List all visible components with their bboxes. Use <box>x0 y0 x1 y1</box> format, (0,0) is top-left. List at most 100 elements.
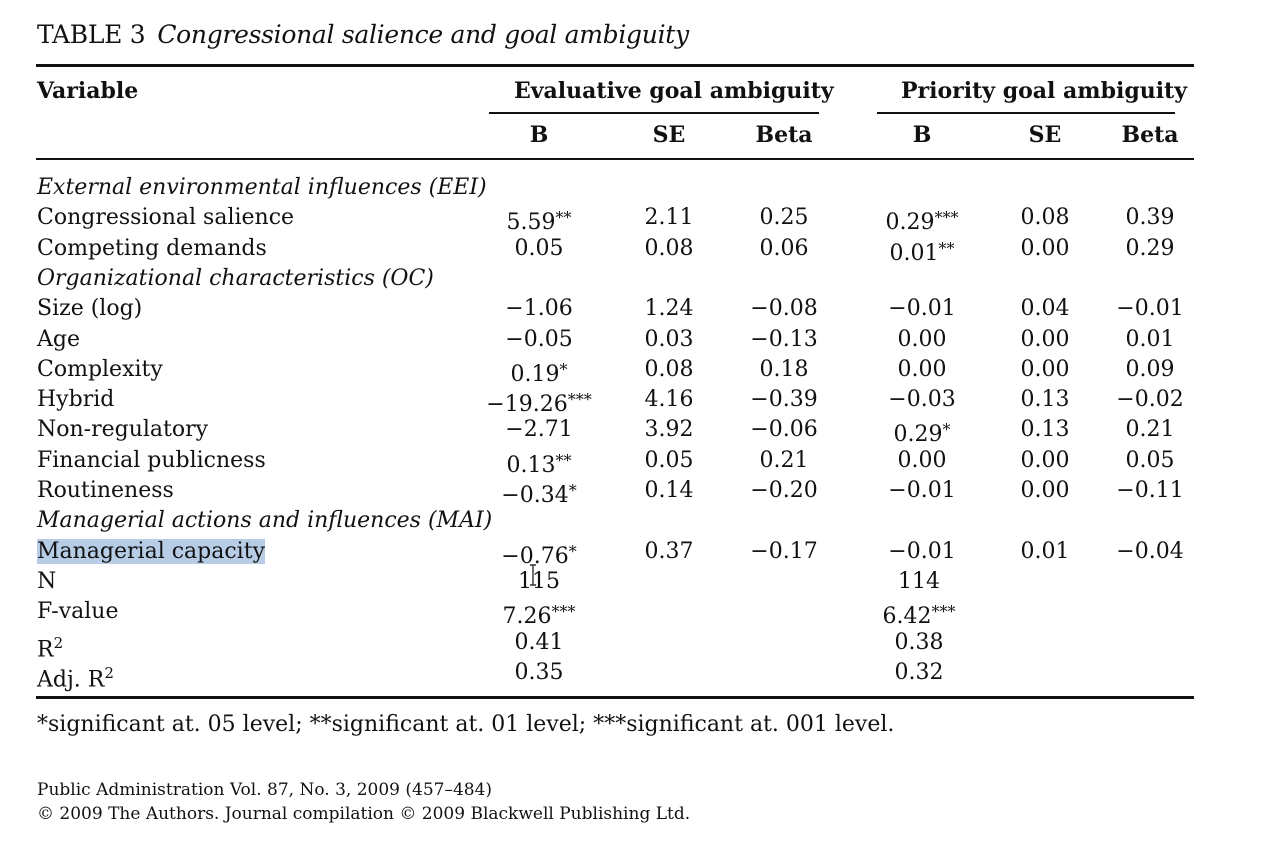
cell-se2: 0.13 <box>990 386 1100 414</box>
cell-se1: 0.05 <box>614 447 724 475</box>
cell-beta2-value: 0.29 <box>1125 236 1175 261</box>
cell-se1: 0.03 <box>614 326 724 354</box>
bottom-rule <box>36 696 1194 699</box>
cell-se1-value: 0.05 <box>644 448 694 473</box>
cell-b1: −0.76* <box>484 538 594 571</box>
cell-beta2: 0.29 <box>1095 235 1205 263</box>
significance-stars: ** <box>555 451 572 470</box>
row-label: Adj. R2 <box>37 659 114 694</box>
significance-stars: * <box>568 542 577 561</box>
row-label-text: Adj. R <box>37 667 105 693</box>
cell-se1-value: 3.92 <box>644 417 694 442</box>
cell-se1: 0.14 <box>614 477 724 505</box>
cell-b1: −0.05 <box>484 326 594 354</box>
cell-b2: 0.01** <box>867 235 977 268</box>
row-label: Hybrid <box>37 386 114 414</box>
cell-beta1: 0.06 <box>729 235 839 263</box>
cell-beta2-value: −0.01 <box>1116 296 1184 321</box>
cell-se2: 0.01 <box>990 538 1100 566</box>
cell-b1: 5.59** <box>484 204 594 237</box>
cell-b1: 0.05 <box>484 235 594 263</box>
cell-b2-value: −0.01 <box>888 539 956 564</box>
cell-se1: 3.92 <box>614 416 724 444</box>
col-header-se-eval: SE <box>652 122 686 148</box>
row-label: Non-regulatory <box>37 416 208 444</box>
cell-beta1: 0.25 <box>729 204 839 232</box>
cell-se1: 1.24 <box>614 295 724 323</box>
cell-beta1-value: −0.39 <box>750 387 818 412</box>
section-label: Managerial actions and influences (MAI) <box>37 507 492 535</box>
row-label-text: Size (log) <box>37 296 143 321</box>
stat-v1: 0.35 <box>484 659 594 687</box>
cell-b2: −0.03 <box>867 386 977 414</box>
cell-beta1-value: −0.20 <box>750 478 818 503</box>
cell-b1-value: −19.26 <box>486 392 568 417</box>
col-header-beta-prio: Beta <box>1121 122 1179 148</box>
stat-v1-value: 7.26 <box>502 604 552 629</box>
cell-beta1-value: −0.13 <box>750 327 818 352</box>
cell-b2-value: 0.01 <box>889 241 939 266</box>
cell-se2-value: 0.00 <box>1020 478 1070 503</box>
cell-b2-value: 0.00 <box>897 448 947 473</box>
cell-beta2-value: 0.21 <box>1125 417 1175 442</box>
cell-b1: 0.13** <box>484 447 594 480</box>
cell-beta2-value: 0.01 <box>1125 327 1175 352</box>
row-label-text: Organizational characteristics (OC) <box>37 266 434 291</box>
stat-v1: 7.26*** <box>484 598 594 631</box>
cell-beta2: −0.04 <box>1095 538 1205 566</box>
cell-b2: 0.29*** <box>867 204 977 237</box>
cell-beta1: 0.18 <box>729 356 839 384</box>
cell-beta1: −0.17 <box>729 538 839 566</box>
header-rule <box>36 158 1194 160</box>
cell-se2-value: 0.00 <box>1020 357 1070 382</box>
text-cursor-icon <box>530 564 536 586</box>
cell-beta2: −0.01 <box>1095 295 1205 323</box>
col-header-beta-eval: Beta <box>755 122 813 148</box>
row-label: Routineness <box>37 477 174 505</box>
cell-b2: 0.29* <box>867 416 977 449</box>
cell-se1-value: 0.14 <box>644 478 694 503</box>
row-label-text: N <box>37 569 57 594</box>
table-caption: TABLE 3 Congressional salience and goal a… <box>37 20 689 49</box>
cell-beta2: 0.09 <box>1095 356 1205 384</box>
cell-b2: −0.01 <box>867 538 977 566</box>
cell-b2: 0.00 <box>867 326 977 354</box>
cell-se2-value: 0.00 <box>1020 236 1070 261</box>
cell-beta1: 0.21 <box>729 447 839 475</box>
cell-b1-value: −2.71 <box>505 417 573 442</box>
superscript: 2 <box>104 664 114 682</box>
section-label: External environmental influences (EEI) <box>37 174 487 202</box>
row-label-text: Competing demands <box>37 236 267 261</box>
cell-se1: 0.08 <box>614 356 724 384</box>
cell-b1-value: −0.05 <box>505 327 573 352</box>
row-label-text: R <box>37 637 54 663</box>
cell-beta2-value: 0.09 <box>1125 357 1175 382</box>
cell-beta2-value: 0.05 <box>1125 448 1175 473</box>
cell-b1-value: 0.05 <box>514 236 564 261</box>
cell-se2-value: 0.04 <box>1020 296 1070 321</box>
row-label-text: Financial publicness <box>37 448 266 473</box>
cell-beta2: 0.39 <box>1095 204 1205 232</box>
cell-beta1: −0.06 <box>729 416 839 444</box>
row-label-text: Non-regulatory <box>37 417 209 442</box>
cell-beta1-value: 0.06 <box>759 236 809 261</box>
significance-stars: * <box>559 360 568 379</box>
stat-v2-value: 6.42 <box>882 604 932 629</box>
row-label: F-value <box>37 598 118 626</box>
copyright-line: © 2009 The Authors. Journal compilation … <box>37 804 691 824</box>
cell-beta1: −0.08 <box>729 295 839 323</box>
row-label: Size (log) <box>37 295 142 323</box>
row-label-text: Routineness <box>37 478 174 503</box>
significance-stars: ** <box>938 239 955 258</box>
cell-se2-value: 0.13 <box>1020 387 1070 412</box>
cell-beta1-value: 0.18 <box>759 357 809 382</box>
cell-se2: 0.08 <box>990 204 1100 232</box>
row-label-text: F-value <box>37 599 119 624</box>
row-label: Managerial capacity <box>37 538 265 566</box>
cell-se2-value: 0.01 <box>1020 539 1070 564</box>
significance-stars: *** <box>567 390 592 409</box>
priority-group-header: Priority goal ambiguity <box>901 78 1187 104</box>
cell-se2: 0.13 <box>990 416 1100 444</box>
stat-v1: 0.41 <box>484 629 594 657</box>
cell-se1-value: 2.11 <box>644 205 694 230</box>
